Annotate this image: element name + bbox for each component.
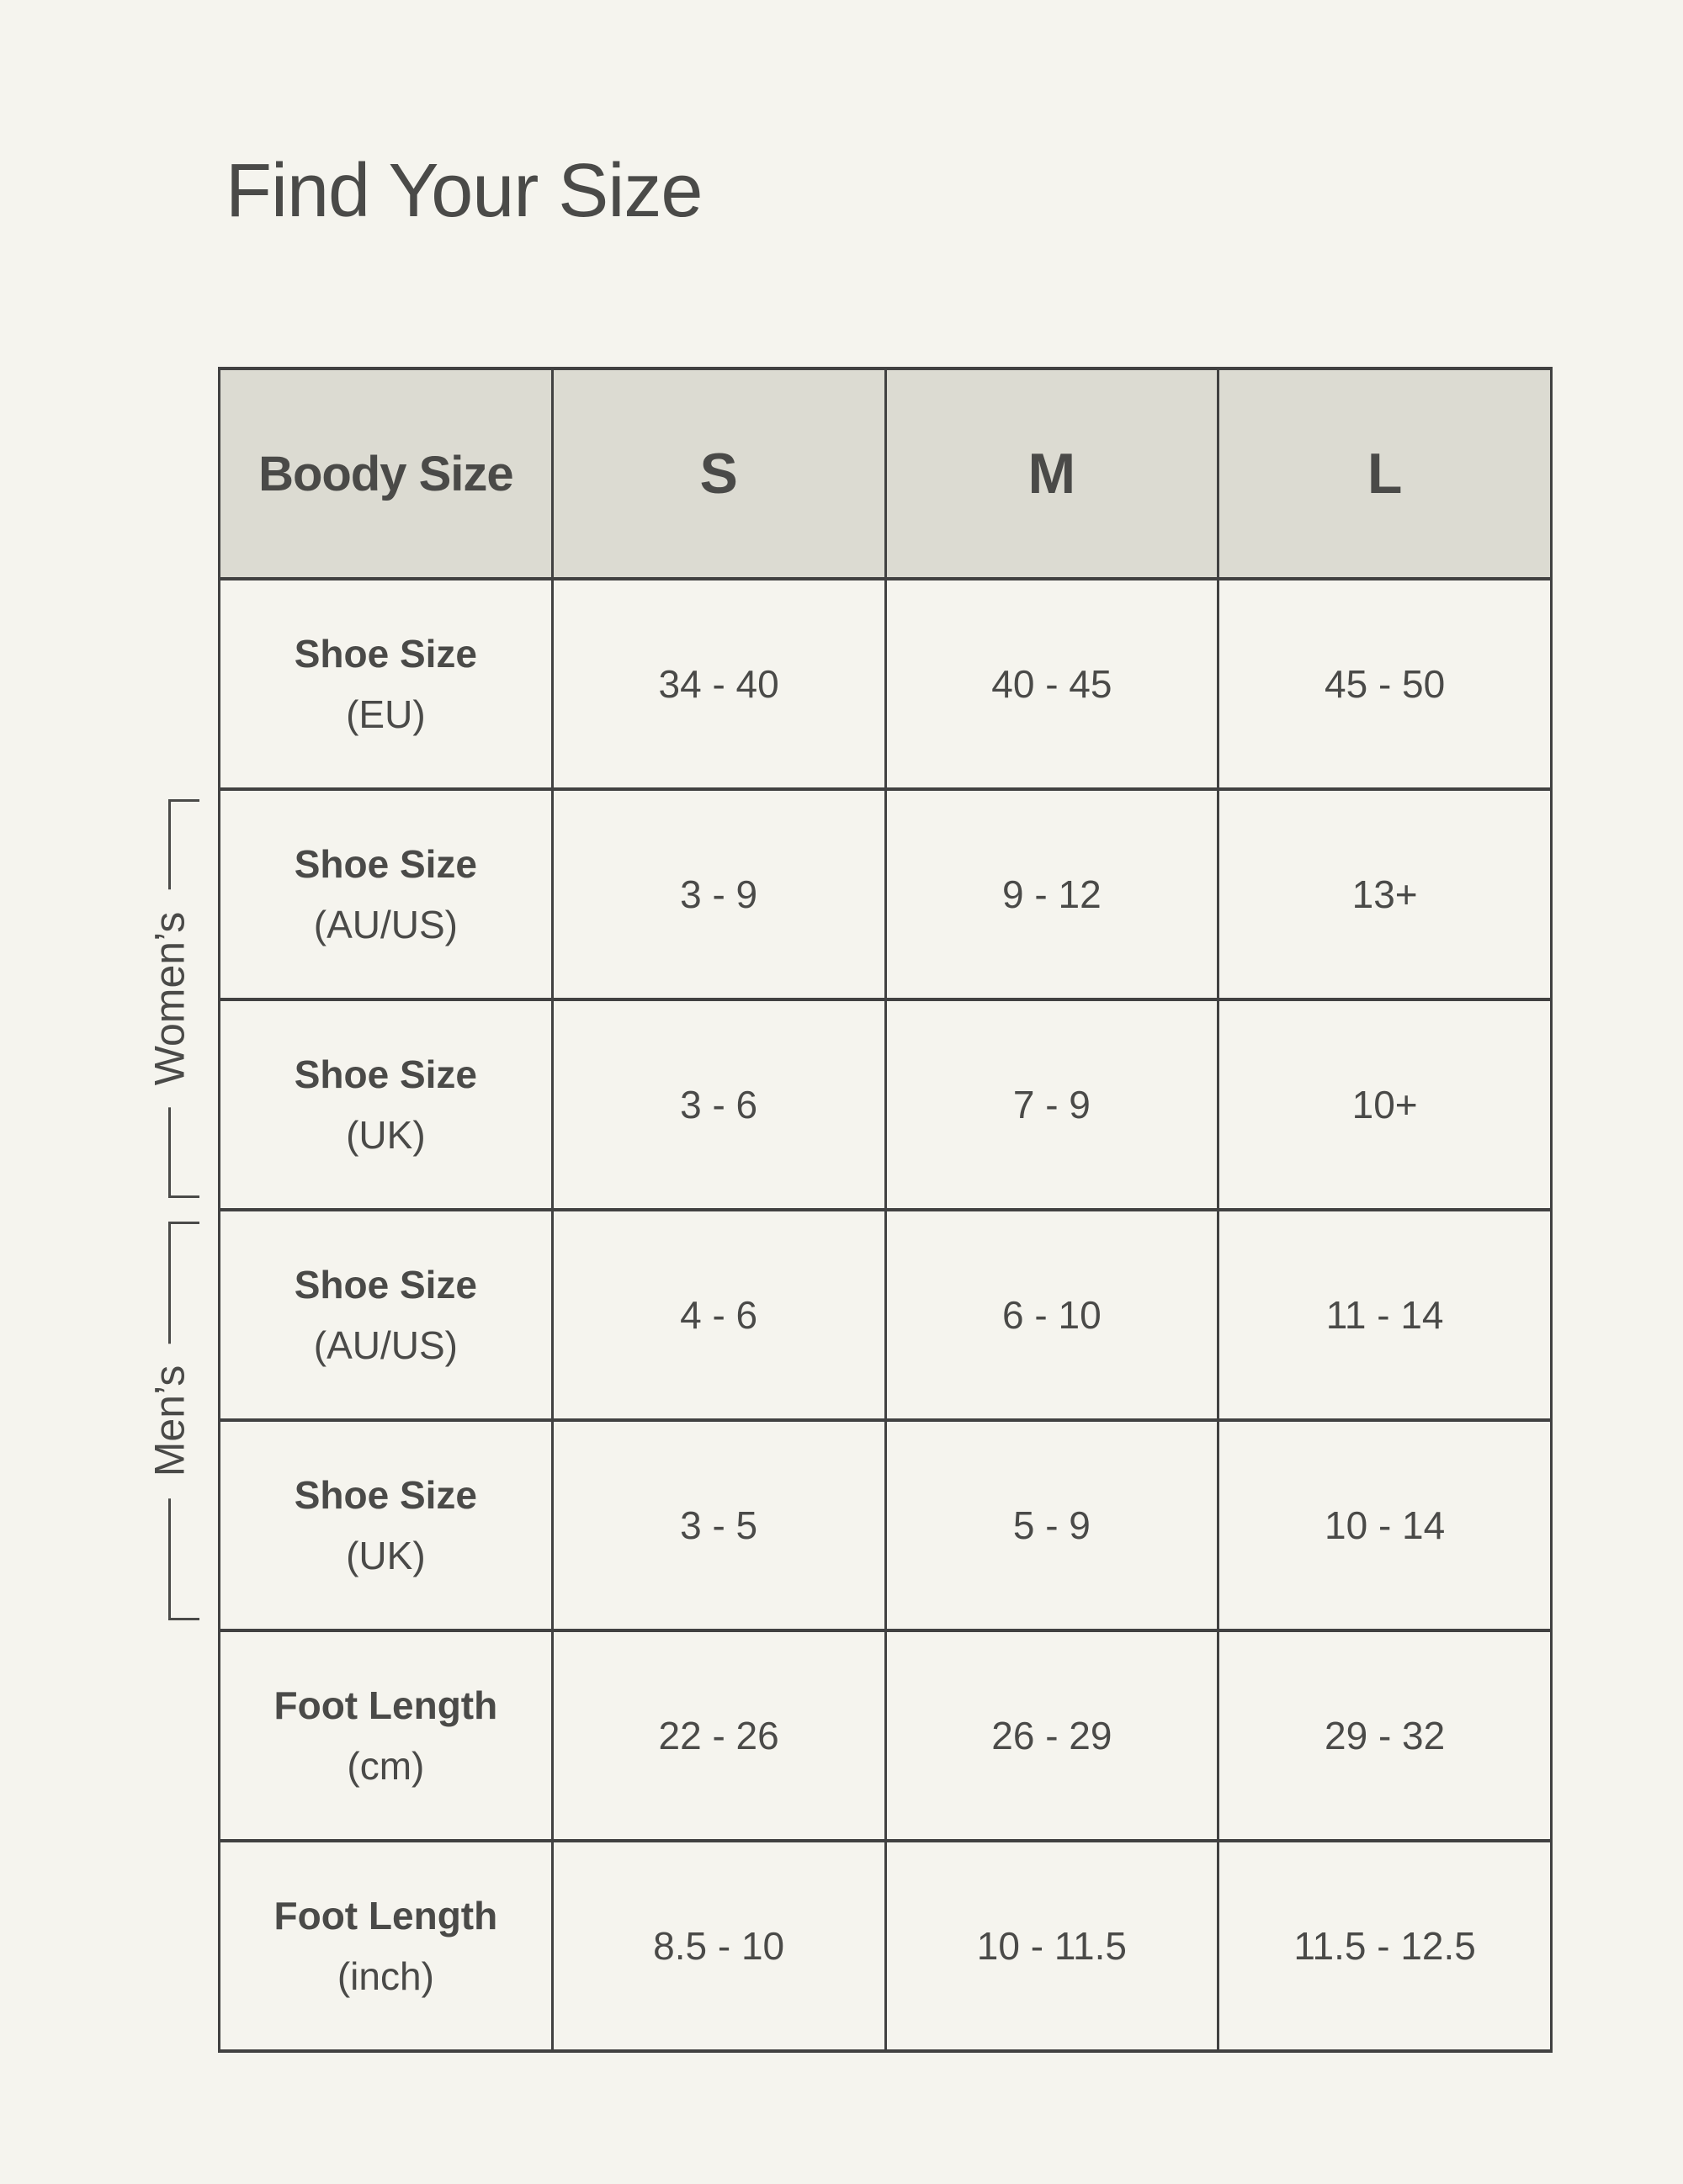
value-cell-s: 3 - 5 (550, 1418, 887, 1632)
value-cell-s: 8.5 - 10 (550, 1839, 887, 2053)
value-cell-s: 3 - 9 (550, 787, 887, 1001)
row-label-cell: Foot Length (cm) (218, 1629, 554, 1842)
row-sublabel: (EU) (346, 692, 426, 736)
header-cell-boody-size: Boody Size (218, 367, 554, 580)
mens-group-bracket: Men’s (146, 1222, 199, 1620)
page-title: Find Your Size (226, 149, 703, 233)
value-cell-l: 10 - 14 (1217, 1418, 1553, 1632)
table-row-shoe-size-eu: Shoe Size (EU) 34 - 40 40 - 45 45 - 50 (218, 577, 1553, 791)
size-chart-table: Boody Size S M L Shoe Size (EU) 34 - 40 … (218, 367, 1553, 2053)
row-sublabel: (UK) (346, 1113, 426, 1157)
table-row-mens-shoe-size-uk: Shoe Size (UK) 3 - 5 5 - 9 10 - 14 (218, 1418, 1553, 1632)
row-sublabel: (AU/US) (313, 1323, 458, 1367)
value-cell-s: 4 - 6 (550, 1208, 887, 1422)
row-sublabel: (inch) (337, 1954, 434, 1998)
table-row-womens-shoe-size-uk: Shoe Size (UK) 3 - 6 7 - 9 10+ (218, 998, 1553, 1211)
value-cell-l: 45 - 50 (1217, 577, 1553, 791)
header-cell-size-m: M (884, 367, 1220, 580)
womens-group-label: Women’s (146, 889, 194, 1108)
header-cell-size-l: L (1217, 367, 1553, 580)
value-cell-m: 5 - 9 (884, 1418, 1220, 1632)
value-cell-l: 13+ (1217, 787, 1553, 1001)
table-row-womens-shoe-size-auus: Shoe Size (AU/US) 3 - 9 9 - 12 13+ (218, 787, 1553, 1001)
value-cell-m: 7 - 9 (884, 998, 1220, 1211)
value-cell-s: 3 - 6 (550, 998, 887, 1211)
row-label-cell: Shoe Size (UK) (218, 998, 554, 1211)
row-label: Foot Length (273, 1683, 498, 1727)
row-label-cell: Shoe Size (AU/US) (218, 1208, 554, 1422)
row-label: Shoe Size (294, 1052, 478, 1096)
row-label-cell: Shoe Size (UK) (218, 1418, 554, 1632)
row-label: Shoe Size (294, 1263, 478, 1307)
womens-group-bracket: Women’s (146, 799, 199, 1198)
value-cell-s: 22 - 26 (550, 1629, 887, 1842)
value-cell-m: 9 - 12 (884, 787, 1220, 1001)
value-cell-m: 26 - 29 (884, 1629, 1220, 1842)
row-label: Shoe Size (294, 1473, 478, 1517)
value-cell-l: 11 - 14 (1217, 1208, 1553, 1422)
value-cell-l: 29 - 32 (1217, 1629, 1553, 1842)
value-cell-m: 6 - 10 (884, 1208, 1220, 1422)
value-cell-m: 10 - 11.5 (884, 1839, 1220, 2053)
table-row-foot-length-inch: Foot Length (inch) 8.5 - 10 10 - 11.5 11… (218, 1839, 1553, 2053)
value-cell-l: 11.5 - 12.5 (1217, 1839, 1553, 2053)
row-label: Shoe Size (294, 842, 478, 886)
header-row: Boody Size S M L (218, 367, 1553, 580)
row-sublabel: (UK) (346, 1534, 426, 1577)
table-row-mens-shoe-size-auus: Shoe Size (AU/US) 4 - 6 6 - 10 11 - 14 (218, 1208, 1553, 1422)
value-cell-l: 10+ (1217, 998, 1553, 1211)
row-label: Foot Length (273, 1894, 498, 1938)
row-label-cell: Shoe Size (AU/US) (218, 787, 554, 1001)
row-label-cell: Shoe Size (EU) (218, 577, 554, 791)
row-sublabel: (cm) (347, 1744, 425, 1788)
table-row-foot-length-cm: Foot Length (cm) 22 - 26 26 - 29 29 - 32 (218, 1629, 1553, 1842)
value-cell-s: 34 - 40 (550, 577, 887, 791)
row-label-cell: Foot Length (inch) (218, 1839, 554, 2053)
row-sublabel: (AU/US) (313, 903, 458, 946)
header-cell-size-s: S (550, 367, 887, 580)
mens-group-label: Men’s (146, 1343, 194, 1499)
value-cell-m: 40 - 45 (884, 577, 1220, 791)
row-label: Shoe Size (294, 632, 478, 676)
